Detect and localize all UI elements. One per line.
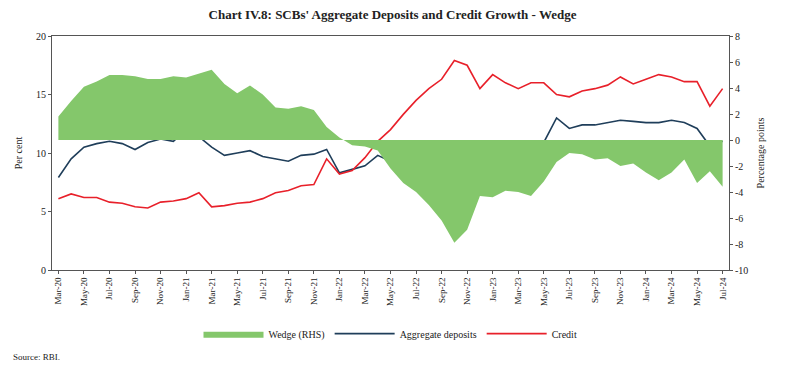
svg-text:10: 10 — [36, 148, 46, 159]
svg-text:-4: -4 — [735, 187, 743, 198]
svg-text:15: 15 — [36, 89, 46, 100]
svg-text:Jan-21: Jan-21 — [181, 278, 191, 302]
svg-text:Jul-21: Jul-21 — [258, 278, 268, 301]
svg-text:Jul-20: Jul-20 — [104, 277, 114, 300]
svg-text:Credit: Credit — [552, 329, 577, 340]
svg-text:Jan-24: Jan-24 — [641, 277, 651, 301]
svg-text:Mar-20: Mar-20 — [53, 277, 63, 304]
svg-text:-10: -10 — [735, 265, 748, 276]
svg-text:Chart IV.8: SCBs' Aggregate De: Chart IV.8: SCBs' Aggregate Deposits and… — [209, 7, 577, 22]
svg-text:-8: -8 — [735, 239, 743, 250]
svg-text:6: 6 — [735, 57, 740, 68]
svg-text:Nov-21: Nov-21 — [309, 278, 319, 306]
svg-text:Jul-23: Jul-23 — [564, 277, 574, 300]
svg-text:May-23: May-23 — [539, 277, 549, 306]
svg-text:Mar-23: Mar-23 — [513, 277, 523, 304]
svg-text:May-22: May-22 — [385, 278, 395, 307]
svg-text:20: 20 — [36, 31, 46, 42]
svg-text:Jan-22: Jan-22 — [334, 278, 344, 302]
svg-text:2: 2 — [735, 109, 740, 120]
svg-text:Jul-24: Jul-24 — [718, 277, 728, 300]
svg-text:Nov-23: Nov-23 — [615, 277, 625, 305]
svg-text:Aggregate deposits: Aggregate deposits — [400, 329, 477, 340]
svg-text:Jan-23: Jan-23 — [488, 277, 498, 301]
svg-text:Mar-22: Mar-22 — [360, 278, 370, 305]
svg-text:Per cent: Per cent — [13, 137, 24, 170]
svg-text:Nov-22: Nov-22 — [462, 278, 472, 306]
svg-text:Sep-22: Sep-22 — [437, 278, 447, 304]
svg-text:May-24: May-24 — [692, 277, 702, 306]
svg-text:8: 8 — [735, 31, 740, 42]
svg-text:May-20: May-20 — [79, 277, 89, 306]
svg-text:Wedge (RHS): Wedge (RHS) — [269, 329, 325, 341]
svg-text:Nov-20: Nov-20 — [156, 277, 166, 305]
svg-text:Mar-21: Mar-21 — [207, 278, 217, 305]
svg-text:-6: -6 — [735, 213, 743, 224]
svg-text:Sep-20: Sep-20 — [130, 277, 140, 303]
svg-text:5: 5 — [41, 206, 46, 217]
svg-text:-2: -2 — [735, 161, 743, 172]
svg-text:Source: RBI.: Source: RBI. — [13, 352, 60, 362]
svg-text:Percentage points: Percentage points — [755, 117, 766, 188]
svg-text:May-21: May-21 — [232, 278, 242, 307]
svg-text:4: 4 — [735, 83, 740, 94]
svg-text:0: 0 — [735, 135, 740, 146]
svg-text:Sep-23: Sep-23 — [590, 277, 600, 303]
svg-text:Mar-24: Mar-24 — [666, 277, 676, 304]
svg-text:Sep-21: Sep-21 — [283, 278, 293, 304]
svg-text:Jul-22: Jul-22 — [411, 278, 421, 301]
svg-text:0: 0 — [41, 265, 46, 276]
